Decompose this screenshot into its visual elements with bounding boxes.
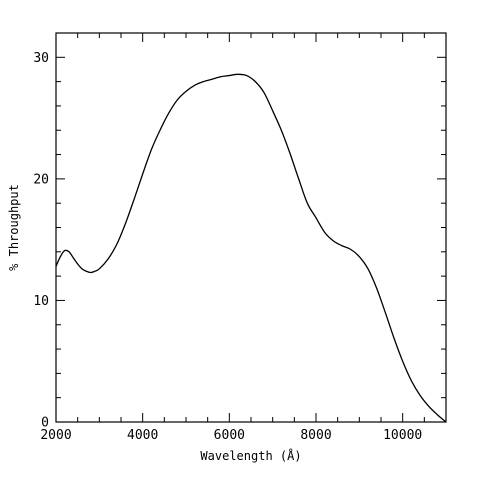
x-tick-label: 10000 xyxy=(383,428,422,443)
x-tick-label: 8000 xyxy=(300,428,331,443)
x-tick-label: 6000 xyxy=(214,428,245,443)
y-tick-label: 0 xyxy=(41,416,49,431)
plot-area: 2000 4000 6000 8000 10000 0 10 20 30 xyxy=(33,32,447,443)
y-tick-label: 10 xyxy=(33,294,49,309)
x-tick-label: 4000 xyxy=(127,428,158,443)
y-tick-label: 30 xyxy=(33,51,49,66)
x-tick-label: 2000 xyxy=(40,428,71,443)
y-tick-label: 20 xyxy=(33,172,49,187)
throughput-series-line xyxy=(56,73,446,422)
x-axis-title: Wavelength (Å) xyxy=(200,448,301,463)
plot-frame xyxy=(55,32,447,423)
y-axis-title: % Throughput xyxy=(7,184,21,271)
